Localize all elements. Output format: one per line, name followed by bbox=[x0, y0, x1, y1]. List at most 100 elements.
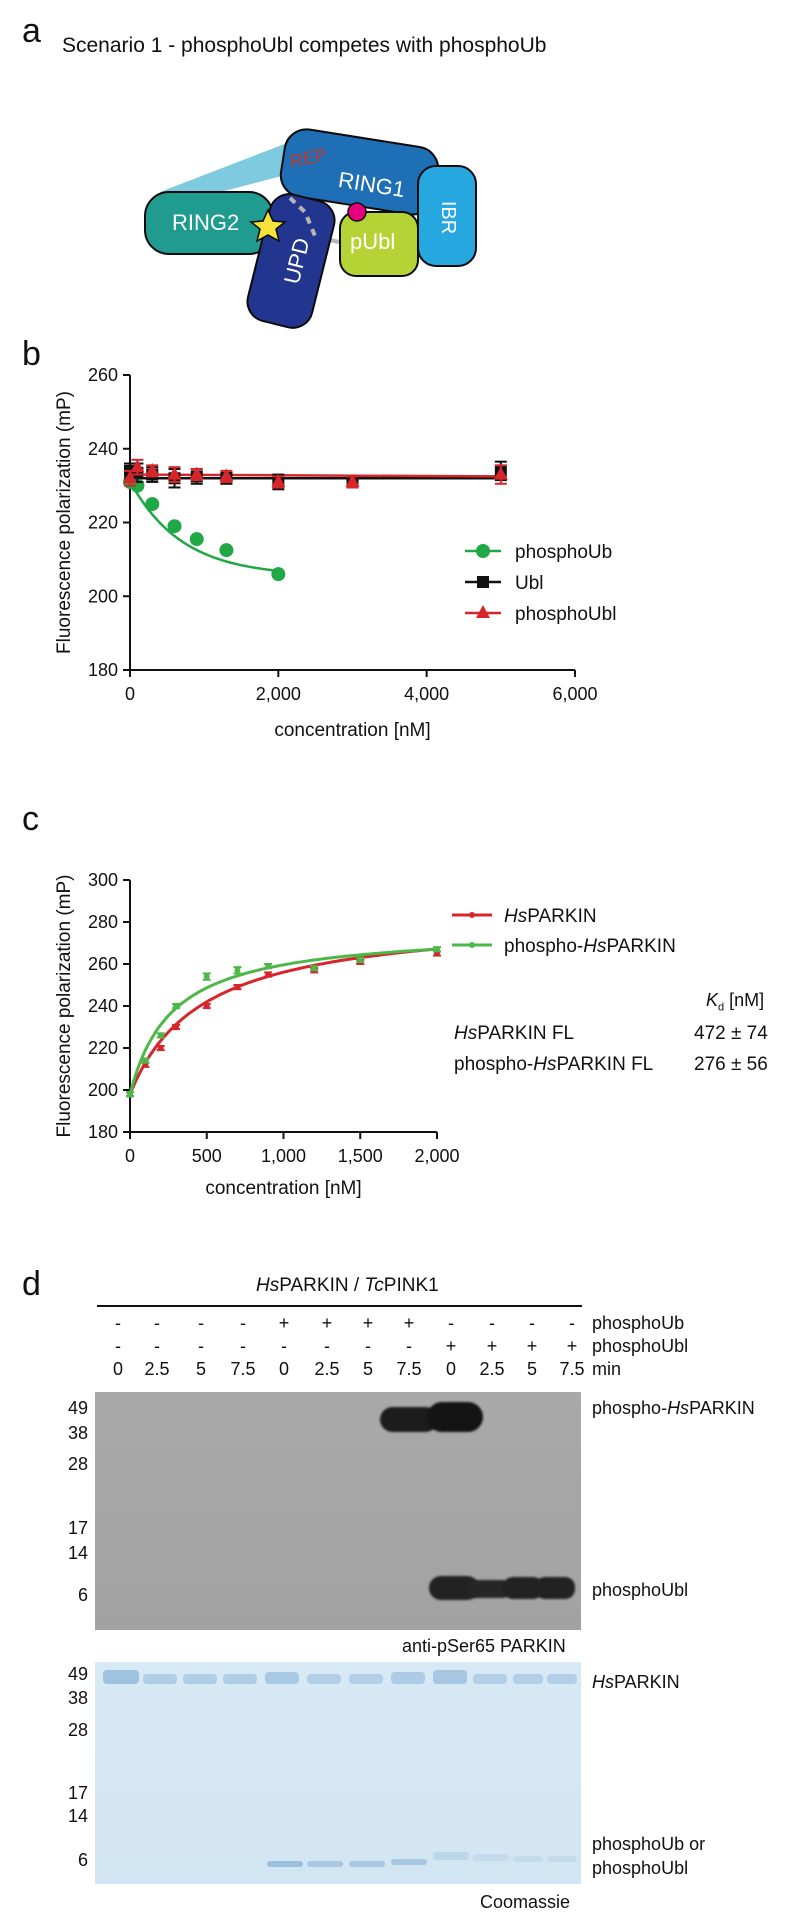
gel-band-parkin-3 bbox=[183, 1674, 217, 1684]
gel-band-parkin-6 bbox=[307, 1674, 341, 1684]
row-label-phosphoUb: phosphoUb bbox=[592, 1313, 685, 1333]
gel-band-ubl-12 bbox=[547, 1856, 577, 1862]
mw-blot2-marker-28: 28 bbox=[67, 1720, 88, 1740]
chart-b-xtick-label: 6,000 bbox=[552, 684, 597, 704]
ibr-domain bbox=[417, 165, 477, 267]
chart-b: 180 200 220 240 260 0 2,000 4,000 6,000 concentra… bbox=[54, 365, 616, 741]
coomassie-gel bbox=[95, 1662, 581, 1884]
row-label-min: min bbox=[592, 1359, 622, 1379]
chart-b-point-phosphoUbl bbox=[345, 473, 360, 487]
lane-phosphoUb-12: - bbox=[569, 1313, 575, 1333]
blot1-band-label-phosphoubl: phosphoUbl bbox=[592, 1580, 689, 1600]
chart-c-point-0 bbox=[234, 984, 241, 991]
lane-min-10: 2.5 bbox=[479, 1359, 505, 1379]
blot-header: HsPARKIN / TcPINK1 bbox=[256, 1275, 439, 1296]
chart-b-point-phosphoUbl bbox=[189, 466, 204, 480]
chart-b-point-phosphoUbl bbox=[167, 466, 182, 480]
blot1-caption: anti-pSer65 PARKIN bbox=[402, 1636, 566, 1656]
chart-c-ytick-label: 180 bbox=[88, 1122, 118, 1142]
kd-table-header: Kd [nM] bbox=[706, 990, 764, 1014]
panel-letter-b: b bbox=[22, 335, 41, 373]
chart-c-ytick-label: 300 bbox=[88, 870, 118, 890]
lane-min-2: 2.5 bbox=[144, 1359, 170, 1379]
lane-phosphoUbl-7: - bbox=[365, 1336, 371, 1356]
lane-min-12: 7.5 bbox=[559, 1359, 585, 1379]
chart-c-xtick-label: 1,000 bbox=[261, 1146, 306, 1166]
chart-b-fit-phosphoUb bbox=[128, 480, 279, 573]
lane-min-11: 5 bbox=[526, 1359, 537, 1379]
chart-c-xtick-label: 2,000 bbox=[414, 1146, 459, 1166]
kd-row-1-value: 472 ± 74 bbox=[694, 1023, 768, 1044]
lane-phosphoUbl-8: - bbox=[406, 1336, 412, 1356]
gel-band-ubl-11 bbox=[513, 1856, 543, 1862]
blot2-band-label-ub-line1: phosphoUb or bbox=[592, 1834, 706, 1854]
lane-phosphoUb-8: + bbox=[403, 1313, 415, 1333]
lane-phosphoUb-4: - bbox=[240, 1313, 246, 1333]
chart-b-legend-marker bbox=[477, 576, 489, 588]
lane-min-1: 0 bbox=[112, 1359, 123, 1379]
chart-b-point-phosphoUbl bbox=[130, 459, 145, 473]
chart-b-ytick-label: 180 bbox=[88, 660, 118, 680]
lane-min-5: 0 bbox=[278, 1359, 289, 1379]
panel-letter-d: d bbox=[22, 1265, 41, 1303]
chart-b-point-phosphoUbl bbox=[493, 466, 508, 480]
chart-c-fit-0 bbox=[128, 947, 438, 1095]
chart-b-ylabel: Fluorescence polarization (mP) bbox=[54, 391, 75, 654]
parkin-domain-diagram bbox=[144, 128, 477, 329]
chart-b-point-phosphoUbl bbox=[271, 473, 286, 487]
chart-b-xtick-label: 0 bbox=[125, 684, 135, 704]
panel-a-title: Scenario 1 - phosphoUbl competes with ph… bbox=[62, 34, 547, 57]
chart-b-point-phosphoUbl bbox=[145, 462, 160, 476]
mw-blot1-marker-38: 38 bbox=[67, 1423, 88, 1443]
lane-phosphoUbl-11: + bbox=[526, 1336, 538, 1356]
lane-phosphoUb-10: - bbox=[489, 1313, 495, 1333]
band-phospho-parkin-lane8 bbox=[427, 1402, 483, 1432]
mw-blot1-marker-28: 28 bbox=[67, 1454, 88, 1474]
gel-band-parkin-7 bbox=[349, 1674, 383, 1684]
chart-b-xtick-label: 4,000 bbox=[404, 684, 449, 704]
blot1-band-label-parkin: phospho-HsPARKIN bbox=[592, 1398, 755, 1418]
lane-phosphoUbl-5: - bbox=[281, 1336, 287, 1356]
kd-k: K bbox=[706, 990, 719, 1010]
chart-c-point-1 bbox=[203, 973, 210, 980]
chart-b-legend-label: phosphoUb bbox=[515, 542, 612, 563]
gel-band-ub-8 bbox=[391, 1859, 427, 1865]
chart-c-point-1 bbox=[142, 1057, 149, 1064]
kd-row-1-label: HsPARKIN FL bbox=[454, 1023, 575, 1044]
mw-blot2-marker-49: 49 bbox=[67, 1664, 88, 1684]
lane-phosphoUbl-2: - bbox=[154, 1336, 160, 1356]
chart-b-point-phosphoUb bbox=[167, 519, 182, 534]
band-phosphoubl-lane12 bbox=[535, 1577, 575, 1599]
lane-min-9: 0 bbox=[445, 1359, 456, 1379]
mw-blot1-marker-14: 14 bbox=[67, 1543, 88, 1563]
gel-band-parkin-9 bbox=[433, 1670, 467, 1684]
chart-c-point-0 bbox=[203, 1003, 210, 1009]
chart-c-point-1 bbox=[357, 956, 364, 963]
mw-blot1-marker-49: 49 bbox=[67, 1398, 88, 1418]
kd-sub: d bbox=[718, 1001, 725, 1014]
chart-c-point-1 bbox=[234, 967, 241, 974]
chart-c-legend-marker bbox=[469, 912, 475, 918]
ibr-label: IBR bbox=[437, 200, 460, 235]
mw-blot1-marker-6: 6 bbox=[77, 1585, 88, 1605]
lane-phosphoUb-7: + bbox=[362, 1313, 374, 1333]
row-label-phosphoUbl: phosphoUbl bbox=[592, 1336, 689, 1356]
lane-phosphoUb-5: + bbox=[278, 1313, 290, 1333]
gel-band-parkin-11 bbox=[513, 1674, 543, 1684]
gel-band-parkin-12 bbox=[547, 1674, 577, 1684]
band-phosphoubl-lane10 bbox=[467, 1580, 511, 1598]
blot2-band-label-ub-line2: phosphoUbl bbox=[592, 1858, 689, 1878]
chart-c-ytick-label: 280 bbox=[88, 912, 118, 932]
active-site-star bbox=[249, 208, 287, 243]
chart-b-ytick-label: 260 bbox=[88, 365, 118, 385]
publ-label: pUbl bbox=[350, 229, 396, 254]
chart-c-xtick-label: 500 bbox=[192, 1146, 222, 1166]
kd-unit: [nM] bbox=[724, 990, 765, 1010]
gel-band-parkin-8 bbox=[391, 1672, 425, 1684]
ring2-label: RING2 bbox=[172, 210, 240, 235]
publ-domain bbox=[339, 211, 419, 277]
mw-blot2-marker-38: 38 bbox=[67, 1688, 88, 1708]
chart-c-xlabel: concentration [nM] bbox=[205, 1178, 361, 1199]
gel-band-ub-5 bbox=[267, 1861, 303, 1867]
chart-c-ylabel: Fluorescence polarization (mP) bbox=[54, 875, 75, 1138]
